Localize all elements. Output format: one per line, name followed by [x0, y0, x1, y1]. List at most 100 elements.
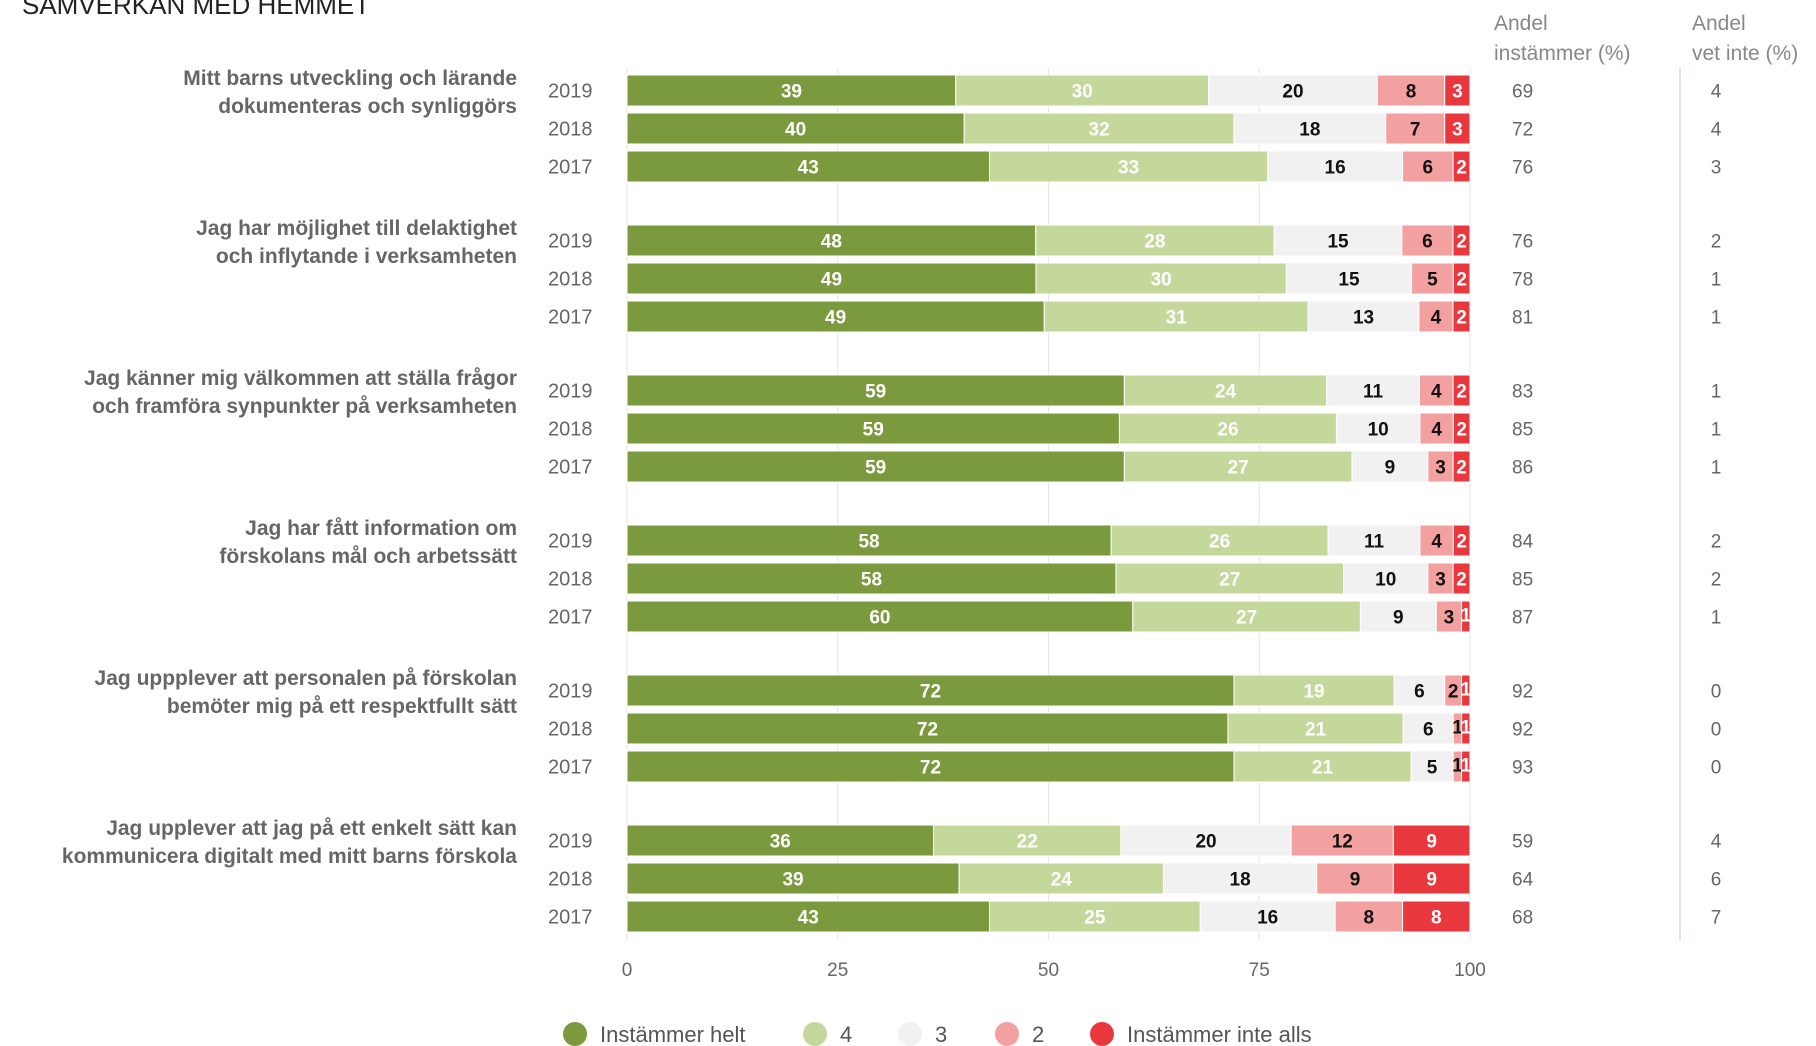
dontknow-share-value: 0: [1711, 682, 1722, 703]
bar-row: 2018 59 26 10 4 2 85 1: [548, 413, 1721, 444]
year-label: 2017: [548, 157, 593, 179]
bar-row: 2017 49 31 13 4 2 81 1: [548, 301, 1721, 332]
bar-value-label: 3: [1444, 608, 1455, 629]
dontknow-share-value: 1: [1711, 420, 1722, 441]
dontknow-share-value: 0: [1711, 758, 1722, 779]
bar-value-label: 24: [1215, 382, 1237, 403]
bar-value-label: 43: [798, 158, 819, 179]
dontknow-share-value: 0: [1711, 720, 1722, 741]
bar-value-label: 1: [1460, 680, 1471, 701]
bar-value-label: 30: [1072, 82, 1093, 103]
bar-value-label: 39: [781, 82, 802, 103]
question-label: förskolans mål och arbetssätt: [219, 545, 517, 568]
question-group: Jag har möjlighet till delaktighetoch in…: [196, 217, 1721, 332]
year-label: 2017: [548, 307, 593, 329]
bar-value-label: 33: [1118, 158, 1139, 179]
column-headers: Andel instämmer (%) Andel vet inte (%): [1494, 12, 1798, 65]
bar-value-label: 2: [1456, 420, 1467, 441]
bar-value-label: 16: [1257, 908, 1278, 929]
legend-item: 3: [898, 1022, 947, 1046]
bar-value-label: 9: [1426, 832, 1437, 853]
agree-share-value: 85: [1512, 570, 1533, 591]
bar-value-label: 2: [1448, 682, 1459, 703]
bar-value-label: 8: [1406, 82, 1417, 103]
legend-swatch: [1090, 1022, 1114, 1046]
bar-row: 2019 59 24 11 4 2 83 1: [548, 375, 1721, 406]
bar-value-label: 3: [1452, 82, 1463, 103]
agree-column-header: Andel: [1494, 12, 1548, 35]
bar-value-label: 6: [1423, 158, 1434, 179]
bar-row: 2019 58 26 11 4 2 84 2: [548, 525, 1721, 556]
bar-row: 2018 72 21 6 11 92 0: [548, 713, 1721, 744]
year-label: 2017: [548, 607, 593, 629]
x-tick-label: 0: [622, 960, 633, 981]
bar-row: 2019 39 30 20 8 3 69 4: [548, 75, 1722, 106]
legend-item: 2: [995, 1022, 1044, 1046]
bar-value-label: 2: [1456, 158, 1467, 179]
legend-item: Instämmer inte alls: [1090, 1022, 1312, 1046]
bar-value-label: 9: [1426, 870, 1437, 891]
bar-value-label: 20: [1282, 82, 1303, 103]
bar-value-label: 59: [863, 420, 884, 441]
bar-value-label: 12: [1332, 832, 1353, 853]
legend-item: Instämmer helt: [563, 1022, 746, 1046]
bar-row: 2017 43 25 16 8 8 68 7: [548, 901, 1721, 932]
bar-value-label: 27: [1236, 608, 1257, 629]
legend: Instämmer helt 4 3 2 Instämmer inte alls: [563, 1022, 1312, 1046]
bar-value-label: 21: [1305, 720, 1327, 741]
bar-value-label: 8: [1364, 908, 1375, 929]
year-label: 2018: [548, 569, 593, 591]
dontknow-share-value: 2: [1711, 570, 1722, 591]
bar-value-label: 32: [1089, 120, 1110, 141]
bar-value-label: 6: [1414, 682, 1425, 703]
dontknow-share-value: 7: [1711, 908, 1722, 929]
bar-value-label: 2: [1456, 458, 1467, 479]
year-label: 2019: [548, 681, 593, 703]
bar-value-label: 58: [858, 532, 879, 553]
question-label: dokumenteras och synliggörs: [218, 95, 517, 118]
question-label: Jag uppplever att personalen på förskola…: [95, 667, 517, 690]
agree-share-value: 86: [1512, 458, 1533, 479]
year-label: 2017: [548, 907, 593, 929]
bar-value-label: 11: [1363, 382, 1384, 403]
question-label: Mitt barns utveckling och lärande: [183, 67, 517, 90]
year-label: 2018: [548, 419, 593, 441]
bar-value-label: 25: [1084, 908, 1106, 929]
bar-value-label: 5: [1427, 270, 1438, 291]
year-label: 2019: [548, 531, 593, 553]
x-tick-label: 100: [1454, 960, 1486, 981]
bar-value-label: 18: [1230, 870, 1251, 891]
agree-share-value: 76: [1512, 232, 1533, 253]
bar-row: 2018 58 27 10 3 2 85 2: [548, 563, 1721, 594]
bar-value-label: 5: [1427, 758, 1438, 779]
bar-value-label: 19: [1303, 682, 1324, 703]
dontknow-share-value: 1: [1711, 270, 1722, 291]
bar-row: 2018 49 30 15 5 2 78 1: [548, 263, 1721, 294]
bar-value-label: 2: [1456, 532, 1467, 553]
question-label: och framföra synpunkter på verksamheten: [92, 395, 517, 418]
legend-swatch: [898, 1022, 922, 1046]
agree-share-value: 69: [1512, 82, 1533, 103]
agree-share-value: 76: [1512, 158, 1533, 179]
agree-share-value: 93: [1512, 758, 1533, 779]
bar-value-label: 2: [1456, 308, 1467, 329]
bar-value-label: 1: [1460, 756, 1471, 777]
x-tick-label: 50: [1038, 960, 1059, 981]
x-axis: 0 25 50 75 100: [622, 960, 1486, 981]
bar-value-label: 59: [865, 382, 886, 403]
bar-row: 2018 39 24 18 9 9 64 6: [548, 863, 1721, 894]
agree-share-value: 59: [1512, 832, 1533, 853]
bar-value-label: 27: [1219, 570, 1240, 591]
bar-value-label: 27: [1228, 458, 1249, 479]
dontknow-share-value: 4: [1711, 120, 1722, 141]
year-label: 2017: [548, 457, 593, 479]
questions: Mitt barns utveckling och lärande dokumen…: [62, 67, 1722, 932]
year-label: 2018: [548, 719, 593, 741]
bar-value-label: 16: [1325, 158, 1346, 179]
x-tick-label: 75: [1249, 960, 1270, 981]
question-group: Jag upplever att jag på ett enkelt sätt …: [62, 817, 1722, 932]
bar-value-label: 8: [1431, 908, 1442, 929]
bar-value-label: 15: [1327, 232, 1349, 253]
bar-value-label: 40: [785, 120, 806, 141]
